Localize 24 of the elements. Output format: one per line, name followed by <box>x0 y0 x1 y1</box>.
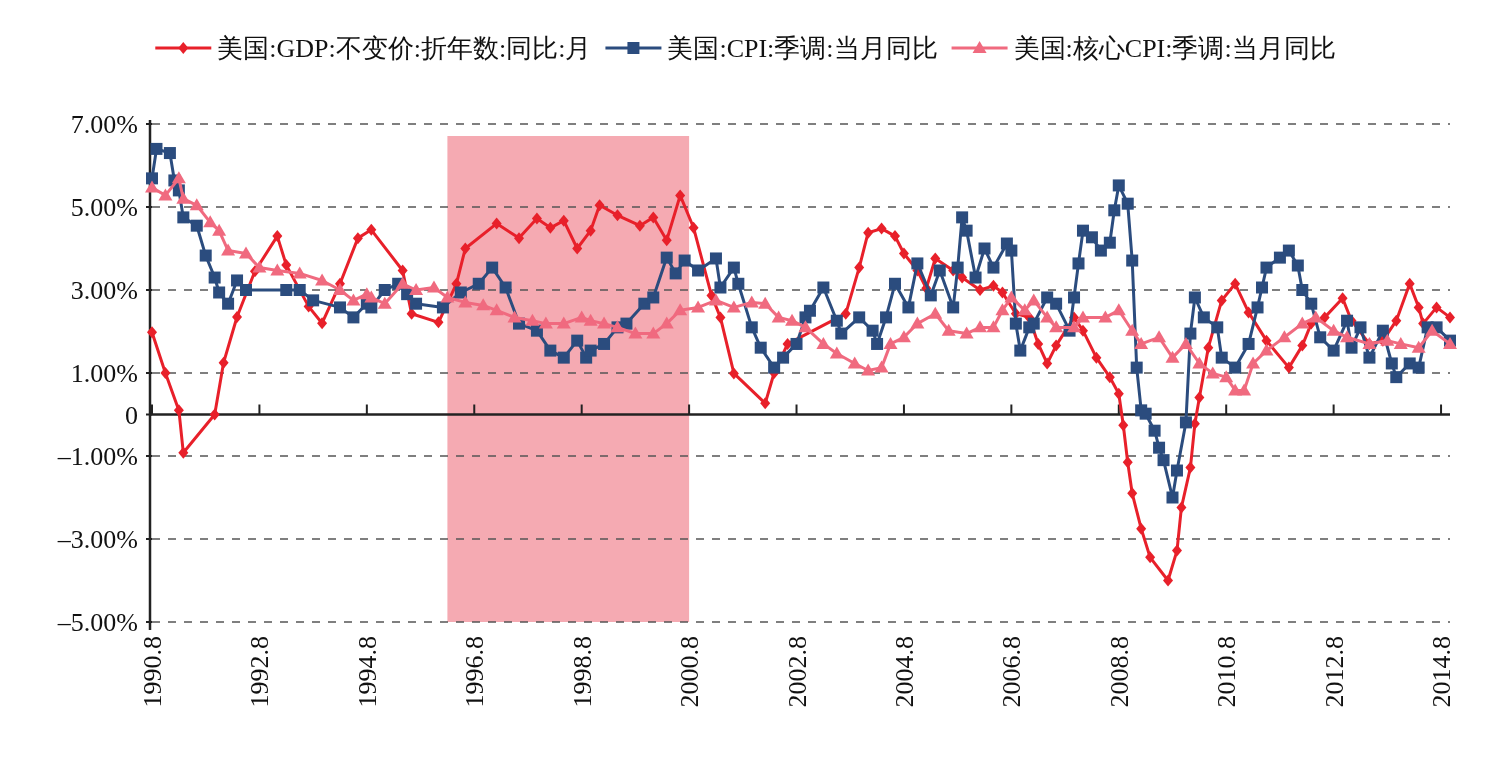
x-tick-label: 2000.8 <box>675 636 705 708</box>
x-tick-label: 2004.8 <box>889 636 919 708</box>
y-tick-label: 0 <box>125 400 138 430</box>
legend-label: 美国:核心CPI:季调:当月同比 <box>1013 34 1336 63</box>
x-tick-label: 2014.8 <box>1427 636 1457 708</box>
x-tick-label: 2010.8 <box>1212 636 1242 708</box>
y-tick-label: –3.00% <box>56 525 138 554</box>
legend-label: 美国:GDP:不变价:折年数:同比:月 <box>217 34 592 63</box>
x-tick-label: 2012.8 <box>1319 636 1349 708</box>
x-tick-label: 1990.8 <box>138 636 167 708</box>
legend-label: 美国:CPI:季调:当月同比 <box>667 34 938 63</box>
x-tick-label: 2008.8 <box>1104 636 1134 708</box>
x-tick-label: 1994.8 <box>352 636 382 708</box>
x-tick-label: 2006.8 <box>997 636 1027 708</box>
y-tick-label: 3.00% <box>70 276 138 305</box>
y-tick-label: –5.00% <box>56 608 138 637</box>
x-tick-label: 1998.8 <box>567 636 597 708</box>
y-tick-label: –1.00% <box>56 442 138 471</box>
x-tick-label: 2002.8 <box>782 636 812 708</box>
x-tick-label: 1992.8 <box>245 636 275 708</box>
x-tick-label: 1996.8 <box>460 636 490 708</box>
y-tick-label: 7.00% <box>70 110 138 139</box>
y-tick-label: 1.00% <box>70 359 138 388</box>
y-tick-label: 5.00% <box>70 193 138 222</box>
